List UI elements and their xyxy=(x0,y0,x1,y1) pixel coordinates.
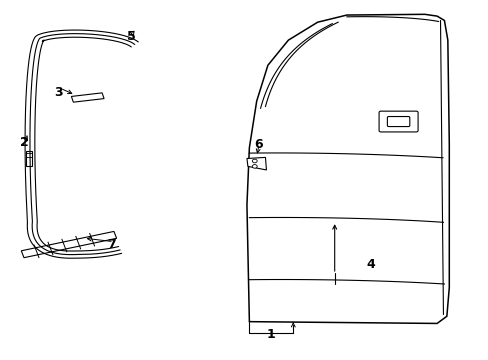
Text: 2: 2 xyxy=(20,136,28,149)
Text: 3: 3 xyxy=(54,86,62,99)
FancyBboxPatch shape xyxy=(386,117,409,127)
Bar xyxy=(25,150,32,166)
Polygon shape xyxy=(71,93,104,102)
Circle shape xyxy=(252,159,257,163)
Polygon shape xyxy=(246,14,448,323)
Polygon shape xyxy=(21,231,116,258)
Text: 7: 7 xyxy=(107,238,116,251)
Polygon shape xyxy=(246,157,266,170)
Text: 4: 4 xyxy=(366,258,375,271)
Text: 1: 1 xyxy=(266,328,275,341)
Text: 5: 5 xyxy=(127,30,136,43)
Circle shape xyxy=(252,165,257,168)
FancyBboxPatch shape xyxy=(378,111,417,132)
Text: 6: 6 xyxy=(253,138,262,151)
